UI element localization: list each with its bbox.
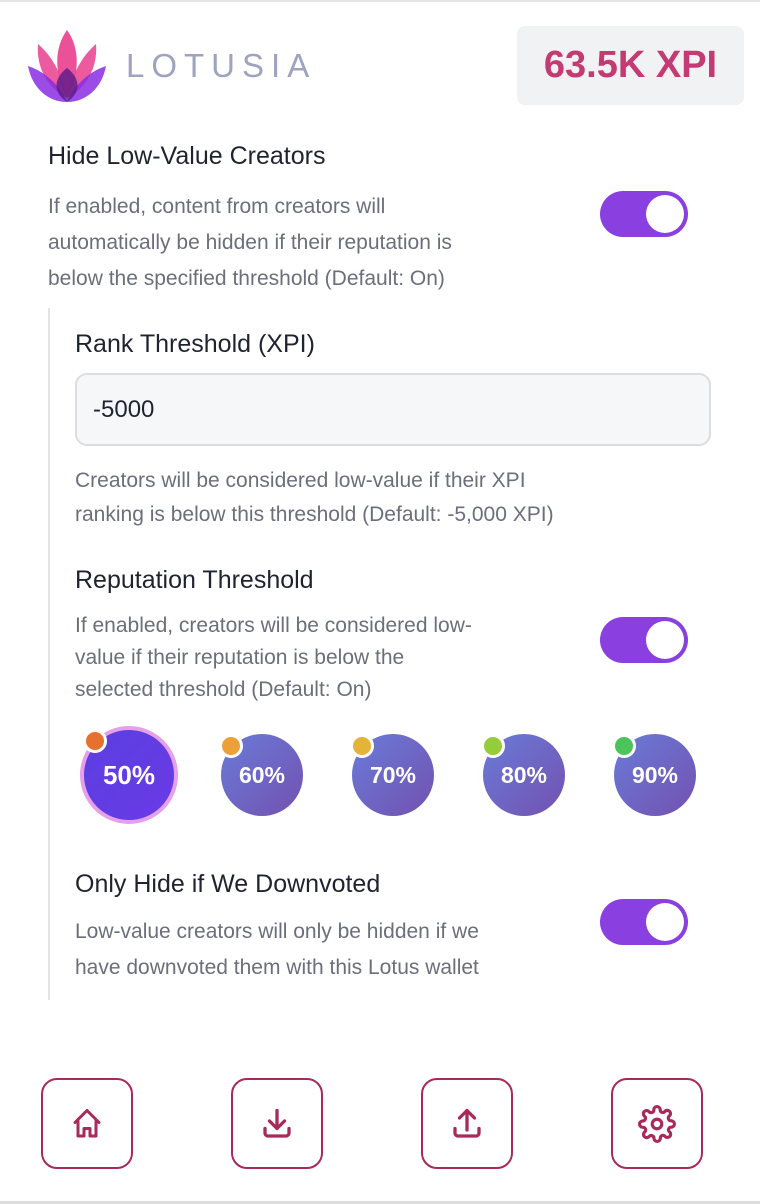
description-line: If enabled, creators will be considered … — [75, 614, 472, 637]
logo-text: LOTUSIA — [126, 47, 317, 84]
reputation-dot — [83, 729, 107, 753]
reputation-threshold-title: Reputation Threshold — [75, 566, 314, 594]
upload-icon — [453, 1108, 481, 1138]
toggle-knob — [646, 621, 684, 659]
only-downvoted-toggle[interactable] — [600, 899, 688, 945]
gear-icon — [638, 1104, 676, 1143]
help-line: Creators will be considered low-value if… — [75, 469, 526, 492]
rank-threshold-help: Creators will be considered low-value if… — [75, 464, 554, 532]
settings-button[interactable] — [611, 1078, 703, 1169]
reputation-option-50[interactable]: 50% — [80, 726, 178, 824]
download-button[interactable] — [231, 1078, 323, 1169]
home-icon — [73, 1108, 101, 1137]
reputation-option-60[interactable]: 60% — [221, 734, 303, 816]
option-label: 60% — [238, 761, 286, 788]
rank-threshold-input[interactable] — [75, 373, 711, 446]
reputation-dot — [612, 734, 636, 758]
option-label: 80% — [500, 761, 548, 788]
hide-low-value-title: Hide Low-Value Creators — [48, 142, 326, 170]
option-label: 50% — [102, 759, 156, 790]
home-button[interactable] — [41, 1078, 133, 1169]
description-line: selected threshold (Default: On) — [75, 678, 372, 701]
upload-button[interactable] — [421, 1078, 513, 1169]
hide-low-value-toggle[interactable] — [600, 191, 688, 237]
hide-low-value-description: If enabled, content from creators will a… — [48, 189, 452, 297]
only-downvoted-title: Only Hide if We Downvoted — [75, 870, 381, 898]
reputation-dot — [219, 734, 243, 758]
description-line: have downvoted them with this Lotus wall… — [75, 956, 479, 979]
description-line: Low-value creators will only be hidden i… — [75, 920, 479, 943]
bottom-divider — [0, 1201, 760, 1204]
reputation-threshold-description: If enabled, creators will be considered … — [75, 610, 472, 706]
option-label: 90% — [631, 761, 679, 788]
option-label: 70% — [369, 761, 417, 788]
description-line: If enabled, content from creators will — [48, 195, 386, 218]
lotusia-logo: LOTUSIA — [24, 28, 316, 104]
lotus-icon — [28, 30, 106, 102]
reputation-threshold-toggle[interactable] — [600, 617, 688, 663]
download-icon — [263, 1108, 291, 1138]
only-downvoted-description: Low-value creators will only be hidden i… — [75, 914, 479, 986]
reputation-option-90[interactable]: 90% — [614, 734, 696, 816]
balance-badge: 63.5K XPI — [517, 26, 744, 105]
toggle-knob — [646, 903, 684, 941]
reputation-dot — [350, 734, 374, 758]
help-line: ranking is below this threshold (Default… — [75, 503, 554, 526]
reputation-dot — [481, 734, 505, 758]
rank-threshold-title: Rank Threshold (XPI) — [75, 330, 315, 358]
section-indent-line — [48, 308, 50, 1000]
top-divider — [0, 0, 760, 2]
description-line: below the specified threshold (Default: … — [48, 267, 445, 290]
description-line: automatically be hidden if their reputat… — [48, 231, 452, 254]
description-line: value if their reputation is below the — [75, 646, 405, 669]
toggle-knob — [646, 195, 684, 233]
